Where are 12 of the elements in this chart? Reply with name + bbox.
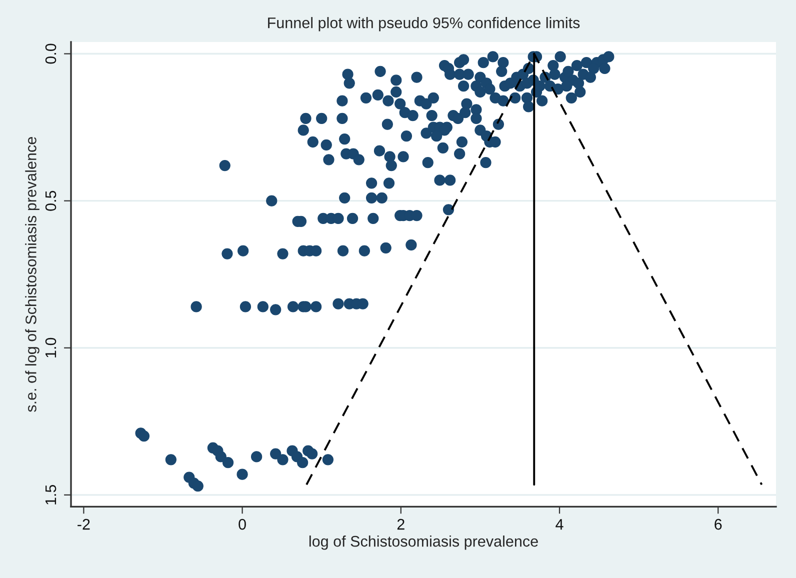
x-axis-title: log of Schistosomiasis prevalence — [309, 536, 538, 550]
y-tick-label: 1.0 — [45, 338, 56, 358]
y-tick-label: 1.5 — [46, 484, 56, 504]
y-tick-label: 0.5 — [45, 190, 56, 211]
x-tick-label: -2 — [78, 518, 90, 530]
x-tick-label: 2 — [397, 518, 404, 530]
x-tick-label: 6 — [714, 518, 722, 530]
x-tick-label: 0 — [238, 518, 246, 530]
chart-title: Funnel plot with pseudo 95% confidence limits — [268, 17, 580, 32]
y-axis-title: s.e. of log of Schistosomiasis prevalence — [25, 137, 40, 412]
x-tick-label: 4 — [556, 519, 564, 530]
y-tick-label: 0.0 — [45, 44, 56, 64]
